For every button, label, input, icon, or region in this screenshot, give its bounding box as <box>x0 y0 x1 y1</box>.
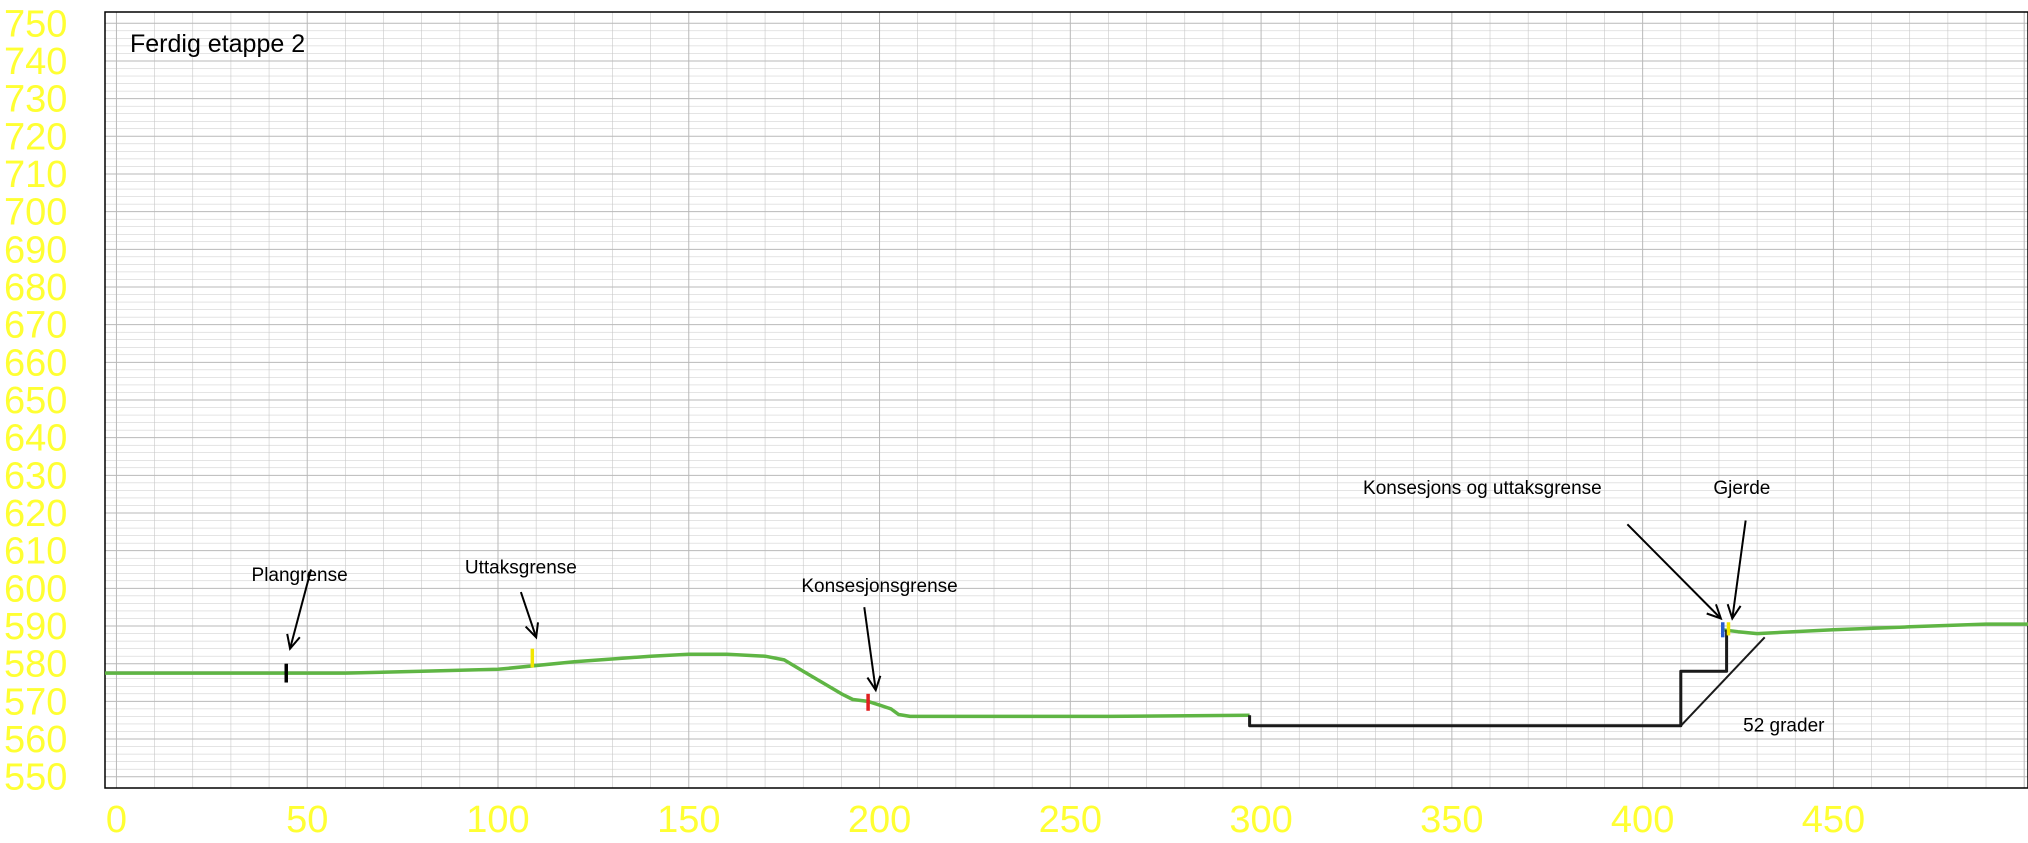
y-tick-label: 590 <box>4 606 67 648</box>
annotation-arrowhead-uttaksgrense <box>524 622 540 640</box>
series-terrain_right <box>1722 622 2028 636</box>
y-tick-label: 750 <box>4 3 67 45</box>
x-tick-labels: 0 50 100 150 200 250 300 350 400 450 <box>106 799 1865 841</box>
y-tick-label: 720 <box>4 116 67 158</box>
annotation-konsesjon_uttak: Konsesjons og uttaksgrense <box>1363 478 1602 499</box>
x-tick-label: 200 <box>848 799 911 841</box>
series-terrain_left <box>105 652 1250 719</box>
x-tick-label: 300 <box>1229 799 1292 841</box>
annotation-arrowhead-gjerde <box>1726 603 1742 621</box>
x-tick-label: 0 <box>106 799 127 841</box>
x-tick-label: 250 <box>1039 799 1102 841</box>
annotation-arrow-konsesjonsgrense <box>863 607 877 691</box>
annotation-arrow-uttaksgrense <box>519 591 538 638</box>
x-tick-label: 400 <box>1611 799 1674 841</box>
annotation-konsesjonsgrense: Konsesjonsgrense <box>801 576 957 597</box>
y-tick-label: 710 <box>4 154 67 196</box>
y-tick-label: 620 <box>4 493 67 535</box>
x-tick-label: 150 <box>657 799 720 841</box>
annotation-arrowhead-plangrense <box>286 633 301 651</box>
annotation-arrow-konsesjon_uttak <box>1626 523 1722 620</box>
y-tick-label: 640 <box>4 418 67 460</box>
plot-frame <box>104 11 2028 789</box>
annotation-layer: Plangrense Uttaksgrense Konsesjonsgrense Ko… <box>252 478 1826 736</box>
series-excavation <box>1248 629 1729 728</box>
y-tick-label: 740 <box>4 41 67 83</box>
y-tick-label: 610 <box>4 531 67 573</box>
y-tick-label: 580 <box>4 644 67 686</box>
y-tick-label: 630 <box>4 455 67 497</box>
y-tick-label: 550 <box>4 757 67 799</box>
y-tick-label: 570 <box>4 681 67 723</box>
y-tick-label: 670 <box>4 305 67 347</box>
y-tick-label: 660 <box>4 342 67 384</box>
series-layer <box>105 622 2028 728</box>
annotation-arrow-gjerde <box>1731 520 1747 619</box>
annotation-grader: 52 grader <box>1743 715 1825 736</box>
chart-title: Ferdig etappe 2 <box>130 30 305 58</box>
x-tick-label: 350 <box>1420 799 1483 841</box>
y-tick-label: 690 <box>4 229 67 271</box>
y-tick-labels: 5505605705805906006106206306406506606706… <box>4 3 67 798</box>
y-tick-label: 730 <box>4 79 67 121</box>
annotation-arrowhead-konsesjon_uttak <box>1706 603 1723 621</box>
annotation-gjerde: Gjerde <box>1713 478 1770 499</box>
x-tick-label: 100 <box>466 799 529 841</box>
x-tick-label: 450 <box>1802 799 1865 841</box>
y-tick-label: 560 <box>4 719 67 761</box>
grid-major <box>105 12 2028 788</box>
annotation-arrow-plangrense <box>289 569 313 649</box>
y-tick-label: 700 <box>4 192 67 234</box>
y-tick-label: 680 <box>4 267 67 309</box>
marker-layer <box>284 622 1731 711</box>
x-tick-label: 50 <box>286 799 328 841</box>
y-tick-label: 650 <box>4 380 67 422</box>
y-tick-label: 600 <box>4 568 67 610</box>
annotation-arrowhead-konsesjonsgrense <box>866 675 882 693</box>
annotation-plangrense: Plangrense <box>252 565 348 586</box>
series-slope_line <box>1680 636 1766 727</box>
annotation-uttaksgrense: Uttaksgrense <box>465 557 577 578</box>
